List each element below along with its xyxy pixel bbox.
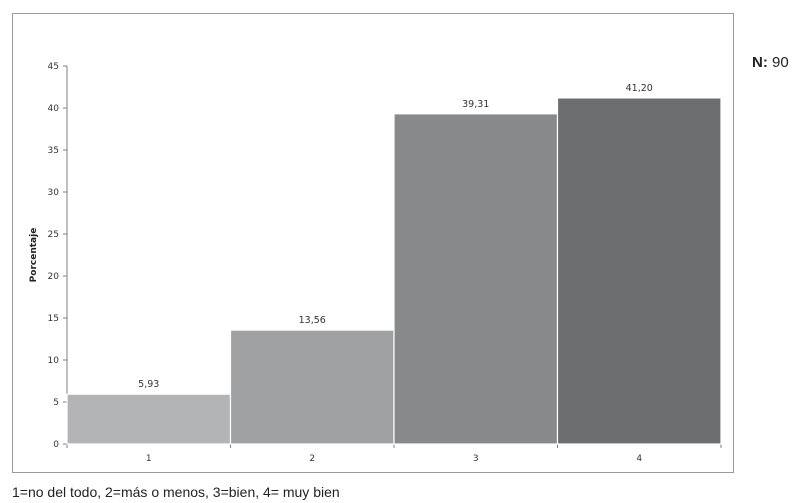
y-tick-label: 25 (48, 230, 59, 240)
x-tick-label: 3 (473, 454, 479, 464)
y-tick-label: 40 (48, 104, 60, 114)
bar-2 (229, 329, 395, 445)
y-tick-label: 5 (53, 398, 59, 408)
sample-size-label: N: 90 (752, 54, 789, 71)
bar-value-label: 41,20 (626, 83, 653, 94)
y-tick-label: 20 (48, 272, 60, 282)
sample-size-value: 90 (772, 54, 789, 71)
bar-value-label: 39,31 (462, 99, 489, 110)
y-tick-label: 0 (53, 440, 59, 450)
bar-chart: 0 5 10 15 20 25 30 35 40 45 5,93 1 13,56 2 39,31 3 41,2… (29, 62, 722, 464)
x-tick-label: 2 (309, 454, 315, 464)
category-legend-note: 1=no del todo, 2=más o menos, 3=bien, 4=… (12, 484, 340, 500)
bar-value-label: 5,93 (138, 379, 159, 390)
x-tick-label: 4 (636, 454, 642, 464)
y-tick-label: 15 (48, 314, 59, 324)
y-tick-label: 10 (48, 356, 60, 366)
bar-3 (393, 113, 559, 445)
y-axis-title: Porcentaje (29, 228, 39, 283)
y-tick-label: 45 (48, 62, 59, 72)
bar-4 (556, 97, 722, 445)
bar-1 (66, 393, 232, 445)
bar-value-label: 13,56 (299, 315, 326, 326)
y-tick-label: 30 (48, 188, 60, 198)
labels-layer: 5,93 1 13,56 2 39,31 3 41,20 4 (138, 83, 653, 464)
sample-size-key: N: (752, 54, 768, 71)
chart-frame: 0 5 10 15 20 25 30 35 40 45 5,93 1 13,56 2 39,31 3 41,2… (12, 13, 734, 473)
bars-layer (66, 97, 722, 445)
x-tick-label: 1 (146, 454, 152, 464)
y-tick-label: 35 (48, 146, 59, 156)
